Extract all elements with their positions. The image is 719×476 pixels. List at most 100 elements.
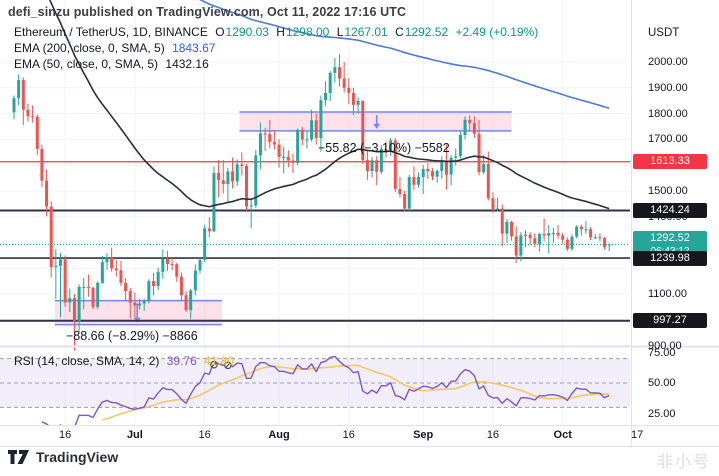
price-badge-value: 1613.33 <box>650 155 690 168</box>
price-badge-value: 1239.98 <box>650 251 690 264</box>
candle <box>59 259 62 266</box>
candle <box>472 123 476 134</box>
symbol-title: Ethereum / TetherUS, 1D, BINANCE <box>14 25 208 39</box>
candle <box>547 233 551 236</box>
low-value: 1267.01 <box>344 25 388 39</box>
candle <box>184 295 188 311</box>
candle <box>282 156 286 158</box>
rsi-axis-label: 25.00 <box>648 407 676 420</box>
rsi-value: 39.76 <box>166 354 197 368</box>
candle <box>63 259 67 303</box>
candle <box>40 148 44 181</box>
candle <box>324 92 328 101</box>
candle <box>96 282 100 307</box>
time-axis-drag-zone[interactable] <box>0 426 631 447</box>
time-axis-label: Oct <box>553 429 572 441</box>
open-value: 1290.03 <box>225 25 269 39</box>
price-axis-label: 1900.00 <box>648 81 688 94</box>
candle <box>486 163 490 199</box>
ema200-line[interactable] <box>14 0 610 110</box>
time-axis-label: 16 <box>59 429 72 441</box>
ema50-legend-row[interactable]: EMA (50, close, 0, SMA, 5) 1432.16 <box>14 57 213 71</box>
candle <box>86 286 90 288</box>
candle <box>389 140 393 151</box>
candle <box>491 198 495 210</box>
candle <box>319 100 323 139</box>
candle <box>561 235 565 240</box>
candle <box>412 177 416 185</box>
low-label: L <box>336 25 344 39</box>
rsi-legend-row[interactable]: RSI (14, close, SMA, 14, 2) 39.76 41.80 <box>14 354 238 368</box>
candle <box>142 300 146 304</box>
candle <box>217 172 221 181</box>
candle <box>398 188 402 195</box>
candle <box>347 87 351 93</box>
candle <box>268 134 272 142</box>
candle <box>198 259 202 271</box>
candle <box>119 270 123 283</box>
ema200-value: 1843.67 <box>172 41 216 55</box>
candle <box>556 232 560 236</box>
candle <box>468 119 472 124</box>
candle <box>245 165 248 207</box>
candle <box>584 229 588 231</box>
rsi-axis-label: 50.00 <box>648 377 676 389</box>
candle <box>310 120 314 140</box>
time-axis-label: 16 <box>198 429 211 441</box>
candle <box>524 234 527 236</box>
candle <box>575 226 579 237</box>
site-watermark: 非小号 <box>656 454 711 471</box>
candle <box>263 133 267 135</box>
candle <box>26 109 30 117</box>
candle <box>444 160 448 175</box>
candle <box>305 139 309 141</box>
close-label: C <box>395 25 404 39</box>
candle <box>361 100 365 161</box>
rsi-ma-value: 41.80 <box>204 354 235 368</box>
candle <box>454 156 458 158</box>
price-axis-label: 1800.00 <box>648 107 688 120</box>
candle <box>124 282 128 292</box>
supply-demand-zone[interactable] <box>239 112 512 131</box>
candle <box>440 160 444 171</box>
candle <box>375 160 379 172</box>
candle <box>35 116 39 149</box>
candle <box>147 281 151 301</box>
candle <box>603 238 607 248</box>
candle <box>175 264 179 277</box>
candle <box>417 177 421 185</box>
candle <box>165 258 169 265</box>
symbol-legend-row[interactable]: Ethereum / TetherUS, 1D, BINANCE O1290.0… <box>14 25 542 39</box>
candle <box>207 228 211 232</box>
tradingview-logo-text: TradingView <box>36 449 119 465</box>
open-label: O <box>215 25 225 39</box>
candle <box>570 236 574 249</box>
price-axis-badge: 1239.98 <box>633 250 707 266</box>
high-label: H <box>276 25 285 39</box>
candle <box>403 194 407 209</box>
price-axis-label: 1700.00 <box>648 133 688 146</box>
ema200-legend-row[interactable]: EMA (200, close, 0, SMA, 5) 1843.67 <box>14 41 219 55</box>
candle <box>589 229 593 238</box>
tradingview-logo[interactable]: TradingView <box>8 449 118 465</box>
close-value: 1292.52 <box>404 25 449 39</box>
candle <box>138 303 142 306</box>
candle <box>152 281 155 286</box>
price-axis-label: 1500.00 <box>648 185 688 197</box>
ema50-line[interactable] <box>14 0 610 210</box>
candle <box>426 169 430 172</box>
tradingview-logo-icon <box>8 449 29 464</box>
plot-area[interactable] <box>0 0 637 428</box>
time-axis-label: Sep <box>413 429 434 441</box>
high-value: 1298.00 <box>285 25 330 39</box>
rsi-ma-line <box>102 364 610 421</box>
candle <box>110 257 114 269</box>
candle <box>235 164 239 182</box>
candle <box>156 271 160 286</box>
candle <box>300 129 304 140</box>
candle <box>333 67 337 73</box>
price-badge-value: 1424.24 <box>650 204 690 217</box>
candle <box>365 160 369 172</box>
candle <box>45 180 49 207</box>
